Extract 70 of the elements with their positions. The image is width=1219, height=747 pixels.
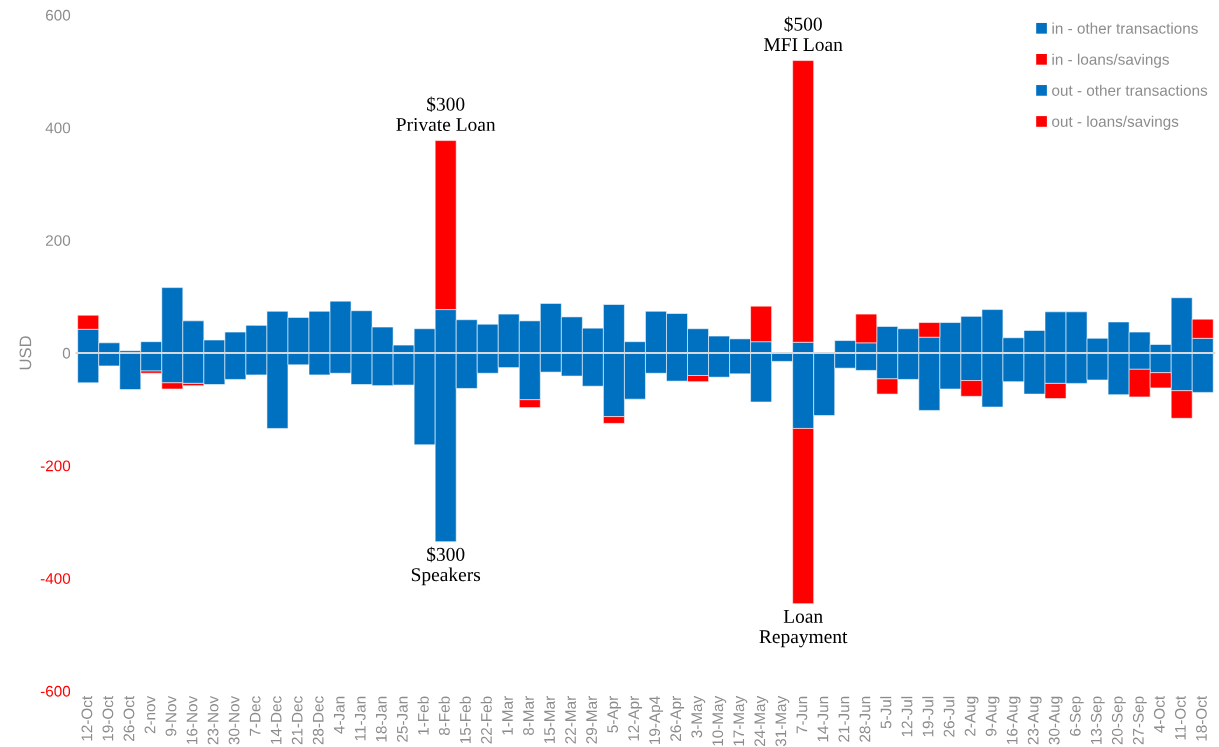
x-tick-label: 14-Jun (817, 696, 829, 742)
legend-label: out - other transactions (1052, 84, 1208, 96)
annotation: Loan Repayment (759, 609, 848, 648)
x-tick-label: 18-Jan (375, 696, 387, 742)
x-tick-label: 15-Feb (459, 696, 471, 744)
x-tick-label: 27-Sep (1132, 696, 1147, 745)
x-tick-label: 26-Jul (943, 696, 955, 737)
x-tick-label: 9-Aug (985, 696, 1000, 736)
y-tick-label: 200 (46, 235, 71, 246)
x-tick-label: 4-Jan (333, 696, 345, 734)
x-tick-label: 6-Sep (1069, 696, 1084, 736)
x-tick-label: 28-Dec (312, 696, 324, 745)
x-tick-label: 23-Nov (207, 695, 219, 745)
x-tick-label: 7-Dec (249, 696, 261, 736)
x-tick-label: 13-Sep (1090, 696, 1105, 744)
x-tick-label: 24-May (754, 695, 769, 747)
legend-label: in - other transactions (1052, 22, 1198, 34)
legend-label: out - loans/savings (1052, 115, 1179, 130)
x-tick-label: 29-Mar (586, 696, 597, 744)
x-tick-label: 3-May (691, 695, 706, 738)
x-tick-label: 1-Feb (417, 696, 429, 735)
x-tick-label: 1-Mar (502, 696, 513, 735)
x-tick-label: 8-Mar (523, 696, 534, 736)
x-tick-label: 2-nov (144, 695, 156, 734)
y-axis-title: USD (19, 336, 32, 370)
x-tick-label: 26-Apr (670, 696, 685, 741)
x-tick-label: 9-Nov (165, 695, 177, 736)
x-tick-label: 26-Oct (123, 695, 135, 741)
x-tick-label: 16-Aug (1006, 696, 1021, 744)
legend-label: in - loans/savings (1052, 53, 1169, 68)
annotation: $300 Speakers (411, 546, 481, 586)
x-tick-label: 12-Apr (628, 696, 643, 741)
x-tick-label: 10-May (712, 695, 727, 746)
x-tick-label: 11-Oct (1174, 695, 1186, 740)
x-tick-label: 5-Jul (880, 696, 892, 729)
x-tick-label: 30-Nov (228, 695, 240, 745)
x-tick-label: 21-Jun (838, 696, 850, 742)
y-tick-label: 400 (45, 122, 71, 134)
y-tick-label: -200 (40, 460, 71, 472)
x-tick-label: 5-Apr (607, 696, 622, 733)
x-tick-label: 23-Aug (1027, 696, 1042, 745)
annotation: $300 Private Loan (396, 96, 496, 132)
x-tick-label: 19-Jul (922, 696, 934, 737)
y-tick-label: 0 (62, 347, 71, 359)
x-tick-label: 11-Jan (355, 696, 366, 741)
x-tick-label: 7-Jun (796, 696, 808, 734)
x-tick-label: 17-May (733, 695, 748, 746)
x-tick-label: 12-Jul (901, 696, 913, 737)
x-tick-label: 18-Oct (1196, 695, 1207, 741)
x-tick-label: 22-Feb (480, 696, 492, 744)
x-tick-label: 28-Jun (859, 696, 871, 742)
x-tick-label: 14-Dec (270, 696, 282, 744)
y-tick-label: -400 (40, 573, 71, 584)
x-tick-label: 8-Feb (438, 696, 450, 736)
y-tick-label: -600 (40, 685, 71, 697)
x-tick-label: 30-Aug (1048, 696, 1063, 745)
x-tick-label: 31-May (775, 695, 790, 747)
x-tick-label: 16-Nov (186, 695, 198, 744)
x-tick-label: 19-Ap4 (649, 696, 664, 744)
x-tick-label: 15-Mar (544, 696, 555, 744)
x-tick-label: 2-Aug (964, 696, 979, 736)
y-tick-label: 600 (46, 9, 71, 21)
x-tick-label: 12-Oct (81, 695, 93, 741)
x-tick-label: 4-Oct (1153, 695, 1165, 733)
annotation: $500 MFI Loan (764, 16, 843, 52)
x-tick-label: 20-Sep (1111, 696, 1126, 745)
x-tick-label: 25-Jan (396, 696, 408, 742)
x-tick-label: 22-Mar (565, 696, 576, 744)
x-tick-label: 19-Oct (102, 695, 114, 741)
x-tick-label: 21-Dec (291, 696, 303, 745)
